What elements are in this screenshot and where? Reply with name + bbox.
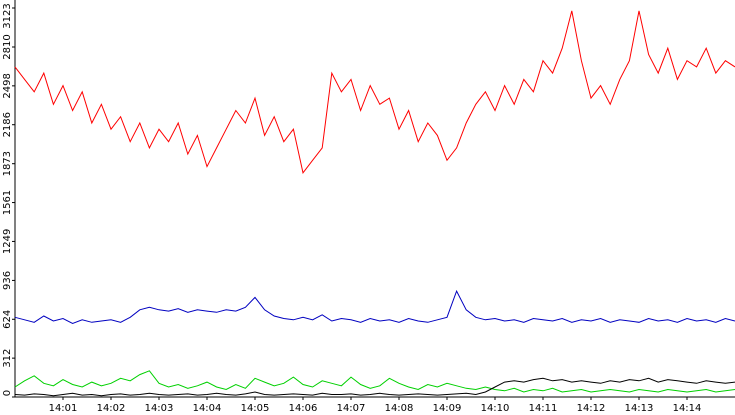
x-tick-label: 14:04	[193, 403, 222, 414]
series-line	[14, 377, 735, 397]
y-tick-label: 1873	[2, 151, 13, 176]
x-tick-label: 14:13	[625, 403, 654, 414]
x-tick-label: 14:02	[97, 403, 126, 414]
x-tick-label: 14:06	[289, 403, 318, 414]
x-tick-label: 14:07	[337, 403, 366, 414]
x-tick-label: 14:11	[529, 403, 558, 414]
y-tick-label: 2810	[2, 34, 13, 59]
x-tick-label: 14:12	[577, 403, 606, 414]
series-line	[14, 10, 735, 174]
x-tick-label: 14:05	[241, 403, 270, 414]
x-tick-label: 14:08	[385, 403, 414, 414]
series-line	[14, 370, 735, 393]
x-tick-label: 14:09	[433, 403, 462, 414]
x-tick-label: 14:10	[481, 403, 510, 414]
y-tick-label: 1249	[2, 229, 13, 254]
x-tick-label: 14:14	[673, 403, 702, 414]
y-tick-label: 2498	[2, 73, 13, 98]
x-tick-label: 14:01	[49, 403, 78, 414]
y-tick-label: 0	[2, 390, 13, 396]
y-tick-label: 312	[2, 349, 13, 368]
y-tick-label: 1561	[2, 190, 13, 215]
series-line	[14, 289, 735, 325]
y-tick-label: 2186	[2, 112, 13, 137]
y-tick-label: 3123	[2, 3, 13, 28]
y-tick-label: 936	[2, 271, 13, 290]
y-tick-label: 624	[2, 310, 13, 329]
x-tick-label: 14:03	[145, 403, 174, 414]
